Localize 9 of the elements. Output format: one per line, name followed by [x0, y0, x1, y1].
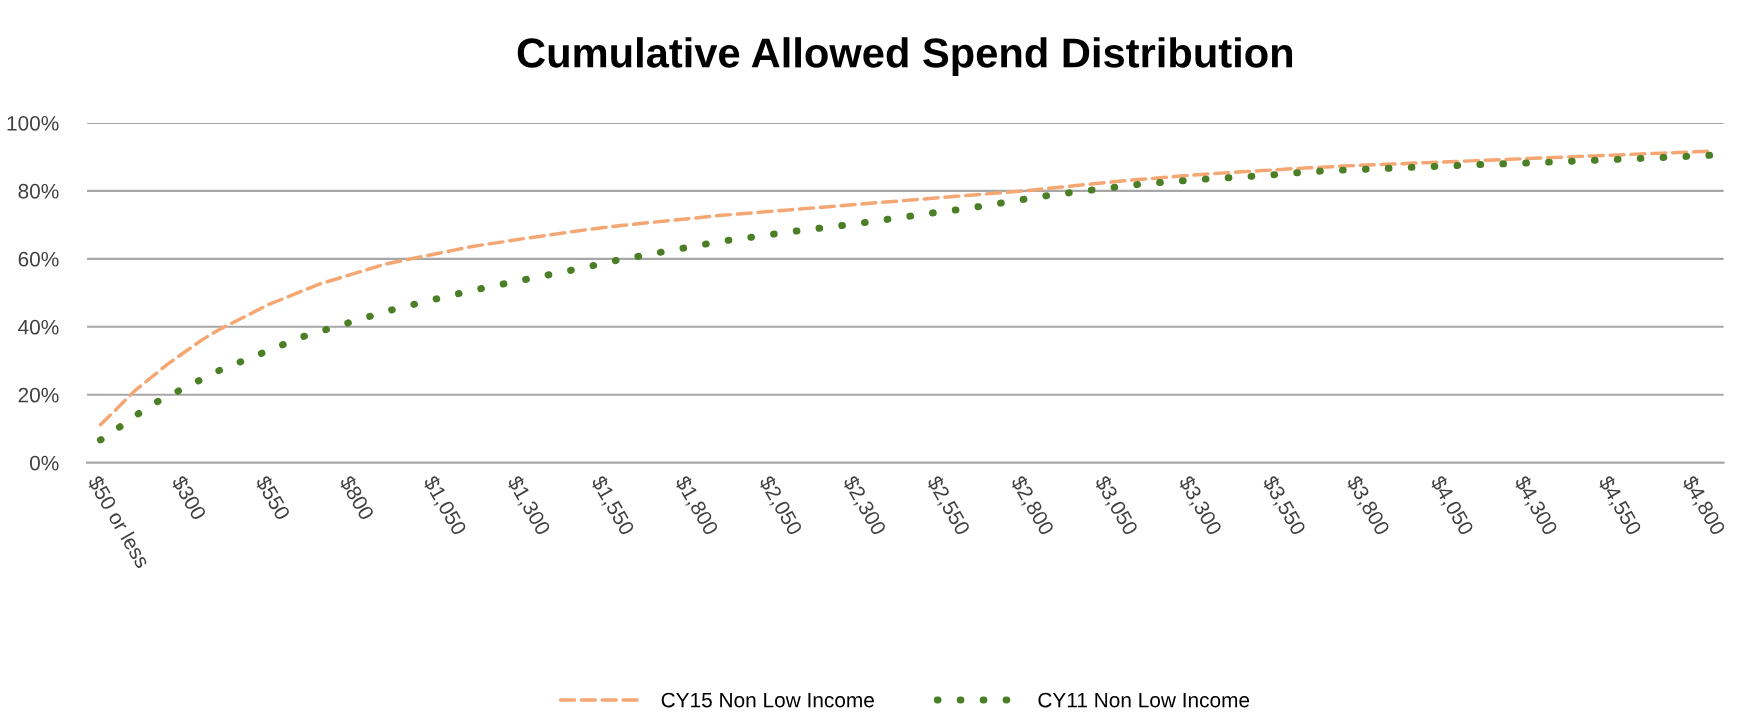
legend-label: CY15 Non Low Income [661, 692, 874, 708]
chart-title: Cumulative Allowed Spend Distribution [517, 37, 1293, 76]
y-tick-label: 60% [18, 251, 59, 267]
y-tick-label: 20% [18, 387, 59, 403]
y-tick-label: 0% [29, 455, 59, 471]
y-tick-label: 80% [18, 183, 59, 199]
legend-label: CY11 Non Low Income [1038, 692, 1250, 708]
y-tick-label: 100% [7, 115, 59, 131]
y-tick-label: 40% [18, 319, 59, 335]
